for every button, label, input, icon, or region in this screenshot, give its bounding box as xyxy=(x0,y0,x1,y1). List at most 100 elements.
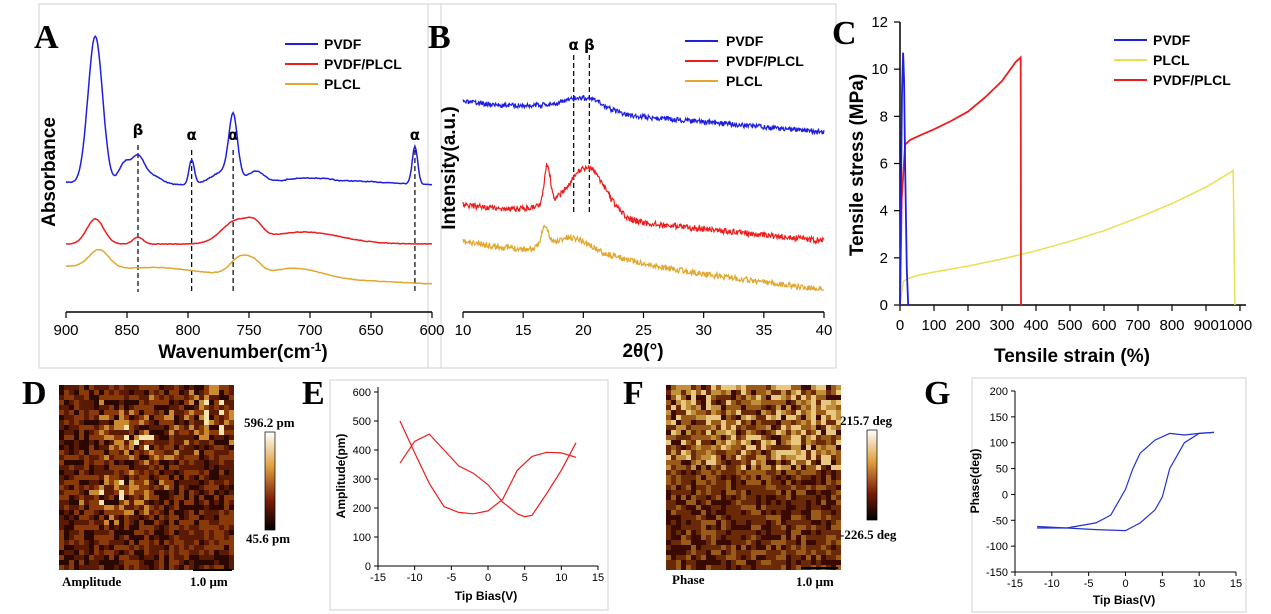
afm-pixel xyxy=(796,515,801,520)
afm-pixel xyxy=(174,465,179,470)
afm-pixel xyxy=(119,435,124,440)
afm-pixel xyxy=(781,525,786,530)
afm-pixel xyxy=(209,490,214,495)
afm-pixel xyxy=(59,560,64,565)
afm-pixel xyxy=(801,490,806,495)
afm-pixel xyxy=(826,560,831,565)
afm-pixel xyxy=(79,520,84,525)
afm-pixel xyxy=(174,510,179,515)
afm-pixel xyxy=(776,400,781,405)
afm-pixel xyxy=(94,400,99,405)
afm-pixel xyxy=(686,495,691,500)
afm-pixel xyxy=(771,400,776,405)
afm-pixel xyxy=(756,420,761,425)
afm-pixel xyxy=(711,455,716,460)
afm-pixel xyxy=(801,395,806,400)
afm-pixel xyxy=(199,505,204,510)
afm-pixel xyxy=(144,445,149,450)
afm-pixel xyxy=(64,385,69,390)
afm-pixel xyxy=(69,495,74,500)
afm-pixel xyxy=(796,510,801,515)
afm-pixel xyxy=(174,415,179,420)
afm-pixel xyxy=(224,515,229,520)
afm-pixel xyxy=(751,410,756,415)
afm-pixel xyxy=(796,565,801,570)
afm-pixel xyxy=(194,500,199,505)
afm-pixel xyxy=(129,545,134,550)
afm-pixel xyxy=(119,445,124,450)
afm-pixel xyxy=(99,430,104,435)
afm-pixel xyxy=(746,525,751,530)
afm-pixel xyxy=(179,390,184,395)
afm-pixel xyxy=(89,455,94,460)
afm-pixel xyxy=(751,475,756,480)
legend-label-pvdf: PVDF xyxy=(1153,32,1191,48)
afm-pixel xyxy=(756,560,761,565)
afm-pixel xyxy=(59,515,64,520)
afm-pixel xyxy=(756,485,761,490)
afm-pixel xyxy=(114,445,119,450)
legend-label-pvdf: PVDF xyxy=(324,36,362,52)
afm-pixel xyxy=(119,395,124,400)
afm-pixel xyxy=(826,470,831,475)
afm-pixel xyxy=(776,510,781,515)
afm-pixel xyxy=(666,475,671,480)
afm-pixel xyxy=(129,470,134,475)
afm-pixel xyxy=(114,470,119,475)
afm-pixel xyxy=(64,535,69,540)
afm-pixel xyxy=(761,420,766,425)
afm-pixel xyxy=(199,405,204,410)
afm-pixel xyxy=(776,515,781,520)
afm-pixel xyxy=(124,420,129,425)
afm-pixel xyxy=(826,420,831,425)
afm-pixel xyxy=(129,525,134,530)
afm-pixel xyxy=(104,385,109,390)
afm-pixel xyxy=(209,425,214,430)
panel-g-x-axis-label: Tip Bias(V) xyxy=(1093,593,1155,607)
afm-pixel xyxy=(159,500,164,505)
afm-pixel xyxy=(711,505,716,510)
panel-b-x-tick-label: 40 xyxy=(816,322,833,339)
afm-pixel xyxy=(164,525,169,530)
afm-pixel xyxy=(676,390,681,395)
afm-pixel xyxy=(701,435,706,440)
afm-pixel xyxy=(184,400,189,405)
afm-pixel xyxy=(756,540,761,545)
afm-pixel xyxy=(711,445,716,450)
afm-pixel xyxy=(681,455,686,460)
afm-pixel xyxy=(731,515,736,520)
afm-pixel xyxy=(109,500,114,505)
afm-pixel xyxy=(836,565,841,570)
afm-pixel xyxy=(204,550,209,555)
afm-pixel xyxy=(726,530,731,535)
afm-pixel xyxy=(711,550,716,555)
afm-pixel xyxy=(84,390,89,395)
afm-pixel xyxy=(726,560,731,565)
afm-pixel xyxy=(189,500,194,505)
afm-pixel xyxy=(164,480,169,485)
afm-pixel xyxy=(219,545,224,550)
afm-pixel xyxy=(726,405,731,410)
afm-pixel xyxy=(706,420,711,425)
panel-g-frame xyxy=(971,377,1247,613)
afm-pixel xyxy=(731,495,736,500)
afm-pixel xyxy=(776,420,781,425)
afm-pixel xyxy=(736,470,741,475)
afm-pixel xyxy=(781,450,786,455)
afm-pixel xyxy=(149,505,154,510)
panel-e-y-tick-label: 400 xyxy=(353,445,371,457)
afm-pixel xyxy=(741,385,746,390)
afm-pixel xyxy=(676,410,681,415)
afm-pixel xyxy=(109,400,114,405)
afm-pixel xyxy=(766,420,771,425)
afm-pixel xyxy=(99,445,104,450)
afm-pixel xyxy=(741,480,746,485)
afm-pixel xyxy=(159,425,164,430)
afm-pixel xyxy=(59,410,64,415)
afm-pixel xyxy=(821,555,826,560)
afm-pixel xyxy=(224,545,229,550)
afm-pixel xyxy=(104,480,109,485)
afm-pixel xyxy=(124,455,129,460)
afm-pixel xyxy=(681,500,686,505)
afm-pixel xyxy=(94,560,99,565)
